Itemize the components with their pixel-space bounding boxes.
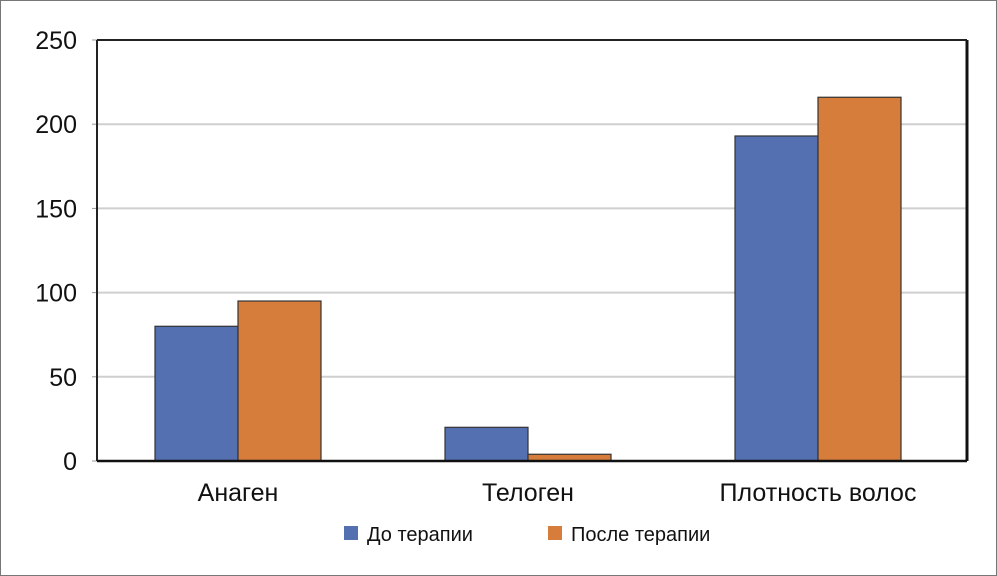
x-category-label: Телоген [482,479,574,507]
y-tick-label: 250 [35,27,77,55]
y-tick-label: 150 [35,195,77,223]
bar-after [817,96,902,462]
legend-label: До терапии [367,524,473,546]
legend-swatch [548,526,562,540]
x-category-label: Плотность волос [720,479,917,507]
y-tick-label: 100 [35,280,77,308]
bar-before [154,325,239,462]
bar-after [237,300,322,462]
legend-label: После терапии [571,524,710,546]
y-tick-label: 200 [35,111,77,139]
y-tick-label: 50 [49,364,77,392]
bar-before [734,135,819,462]
legend-swatch [344,526,358,540]
y-tick-label: 0 [63,448,77,476]
x-category-label: Анаген [198,479,279,507]
bar-before [444,426,529,462]
